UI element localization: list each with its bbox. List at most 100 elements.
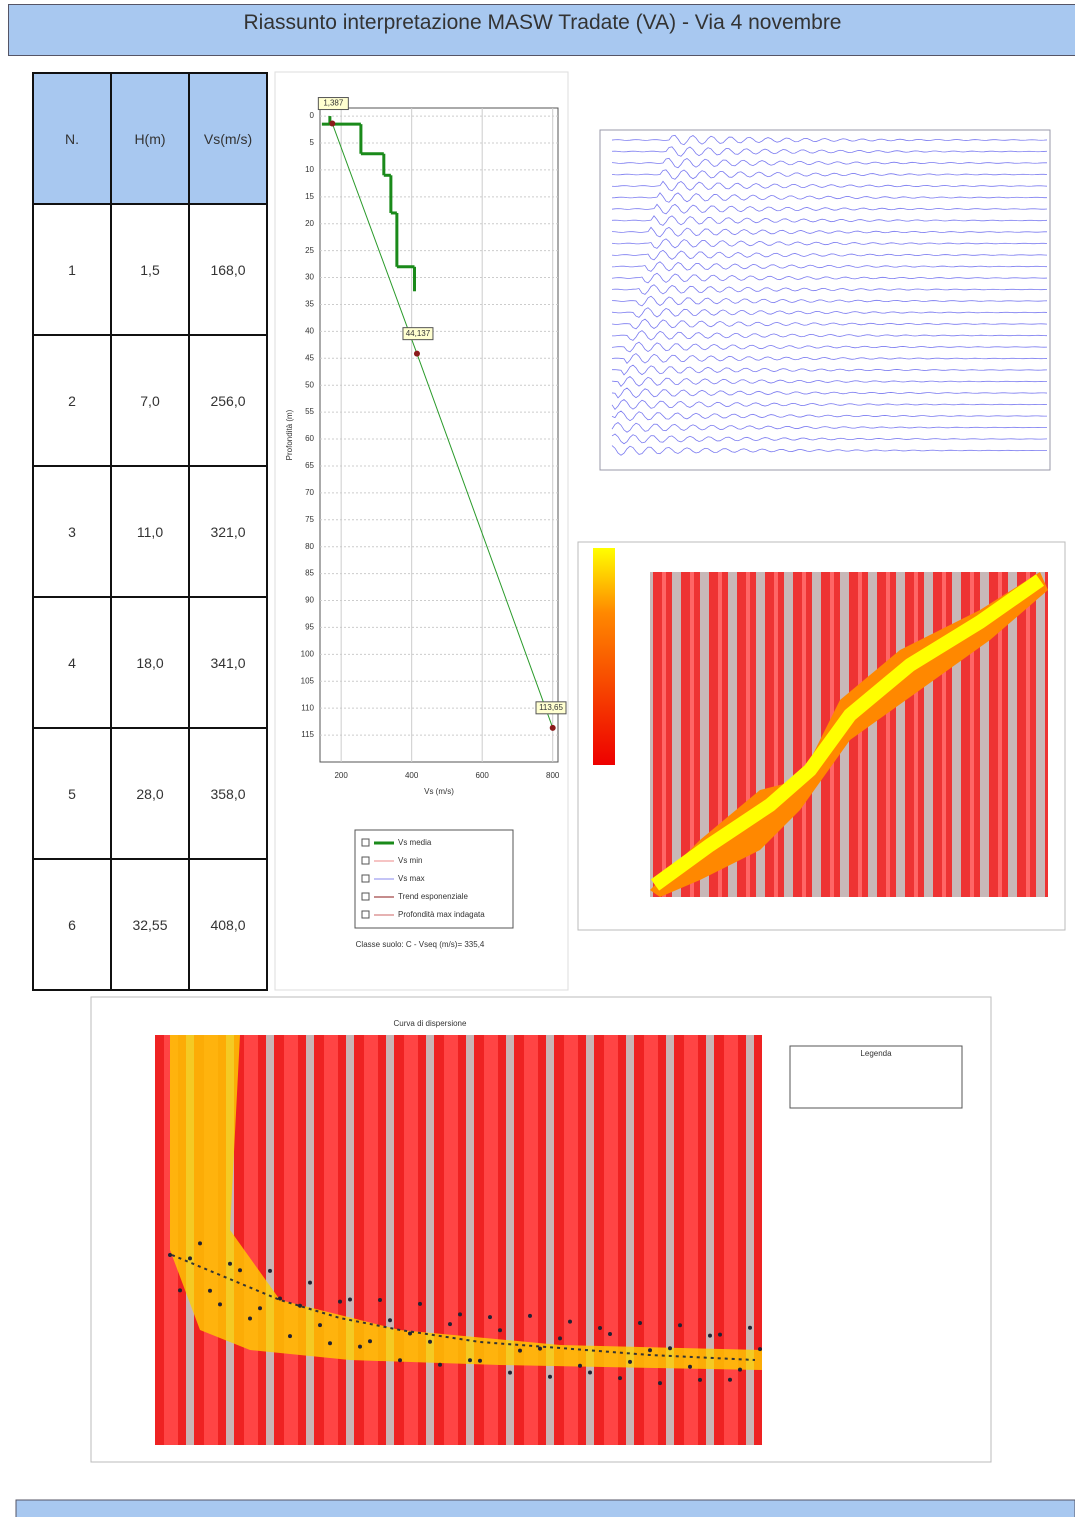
dispersion-point	[368, 1339, 372, 1344]
dispersion-point	[548, 1374, 552, 1379]
seismic-trace	[611, 353, 1048, 365]
title: Riassunto interpretazione MASW Tradate (…	[243, 11, 842, 34]
profile-frame	[274, 71, 569, 991]
trend-point	[413, 350, 420, 357]
dispersion-point	[648, 1348, 652, 1353]
dispersion-point	[378, 1298, 382, 1303]
table-row: N. H(m) Vs(m/s)	[32, 72, 268, 205]
seismic-trace	[611, 341, 1048, 353]
seismic-trace	[611, 238, 1048, 249]
dispersion-point	[468, 1358, 472, 1363]
dispersion-point	[448, 1322, 452, 1327]
dispersion-point	[208, 1288, 212, 1293]
y-tick-label: 20	[305, 219, 314, 228]
y-tick-label: 0	[310, 111, 315, 120]
trend-point	[329, 120, 336, 127]
dispersion-point	[178, 1288, 182, 1293]
table-cell: 358,0	[188, 727, 268, 860]
y-tick-label: 65	[305, 461, 314, 470]
dispersion-point	[638, 1320, 642, 1325]
table-cell: 3	[32, 465, 112, 598]
dispersion-point	[188, 1256, 192, 1261]
spectrum-ridge	[650, 574, 1045, 891]
legend-label: Profondità max indagata	[398, 910, 485, 919]
legend-checkbox	[361, 874, 370, 883]
seismic-trace	[611, 261, 1048, 272]
table-cell: 341,0	[188, 596, 268, 729]
legend-checkbox	[361, 910, 370, 919]
seismic-trace	[611, 445, 1048, 456]
dispersion-point	[538, 1346, 542, 1351]
dispersion-point	[498, 1328, 502, 1333]
dispersion-point	[458, 1312, 462, 1317]
dispersion-point	[268, 1268, 272, 1273]
table-cell: 2	[32, 334, 112, 467]
seismic-trace	[611, 215, 1048, 226]
seismic-trace	[611, 157, 1048, 169]
seismic-trace	[611, 376, 1048, 388]
dispersion-point	[708, 1333, 712, 1338]
table-row: 2 7,0 256,0	[32, 334, 268, 467]
table-cell: 168,0	[188, 203, 268, 336]
y-axis-label: Profondità (m)	[285, 409, 294, 460]
table-row: 1 1,5 168,0	[32, 203, 268, 336]
y-tick-label: 40	[305, 326, 314, 335]
table-cell: N.	[32, 72, 112, 205]
trend-label-box	[535, 701, 567, 715]
seismic-trace	[611, 180, 1048, 192]
table-cell: 7,0	[110, 334, 190, 467]
dispersion-plot	[155, 1035, 762, 1445]
trend-label: 113,65	[539, 703, 563, 712]
y-tick-label: 50	[305, 380, 314, 389]
seismic-trace	[611, 307, 1048, 318]
dispersion-point	[618, 1376, 622, 1381]
trend-label: 44,137	[406, 329, 431, 338]
x-tick-label: 200	[334, 771, 348, 780]
dispersion-legend-title: Legenda	[860, 1049, 892, 1058]
dispersion-point	[678, 1323, 682, 1328]
y-tick-label: 15	[305, 192, 314, 201]
dispersion-title: Curva di dispersione	[394, 1019, 467, 1028]
legend-label: Vs media	[398, 838, 432, 847]
dispersion-point	[688, 1364, 692, 1369]
dispersion-point	[168, 1253, 172, 1257]
dispersion-point	[218, 1302, 222, 1307]
dispersion-point	[228, 1261, 232, 1266]
dispersion-point	[758, 1347, 762, 1352]
dispersion-point	[278, 1296, 282, 1301]
dispersion-point	[628, 1359, 632, 1364]
table-cell: H(m)	[110, 72, 190, 205]
dispersion-point	[438, 1362, 442, 1367]
seismic-trace	[611, 410, 1048, 422]
table-cell: 408,0	[188, 858, 268, 991]
seismic-trace	[611, 226, 1048, 238]
dispersion-point	[588, 1370, 592, 1375]
table-cell: 6	[32, 858, 112, 991]
seismic-trace	[611, 146, 1048, 157]
dispersion-point	[748, 1325, 752, 1330]
dispersion-point	[508, 1370, 512, 1375]
table-cell: 256,0	[188, 334, 268, 467]
table-cell: 1,5	[110, 203, 190, 336]
seismic-trace	[611, 134, 1048, 146]
dispersion-point	[668, 1346, 672, 1351]
seismic-trace	[611, 272, 1048, 284]
table-cell: 28,0	[110, 727, 190, 860]
table-row: 6 32,55 408,0	[32, 858, 268, 991]
y-tick-label: 110	[301, 703, 314, 712]
table-cell: 18,0	[110, 596, 190, 729]
dispersion-point	[608, 1331, 612, 1336]
dispersion-point	[348, 1297, 352, 1302]
dispersion-point	[388, 1318, 392, 1323]
dispersion-point	[198, 1241, 202, 1246]
caption: Classe suolo: C - Vseq (m/s)= 335,4	[356, 940, 485, 949]
legend-label: Vs max	[398, 874, 425, 883]
y-tick-label: 60	[305, 434, 314, 443]
table-cell: 32,55	[110, 858, 190, 991]
dispersion-point	[568, 1319, 572, 1324]
legend-label: Trend esponenziale	[398, 892, 469, 901]
trend-point	[549, 724, 556, 731]
dispersion-point	[318, 1323, 322, 1328]
